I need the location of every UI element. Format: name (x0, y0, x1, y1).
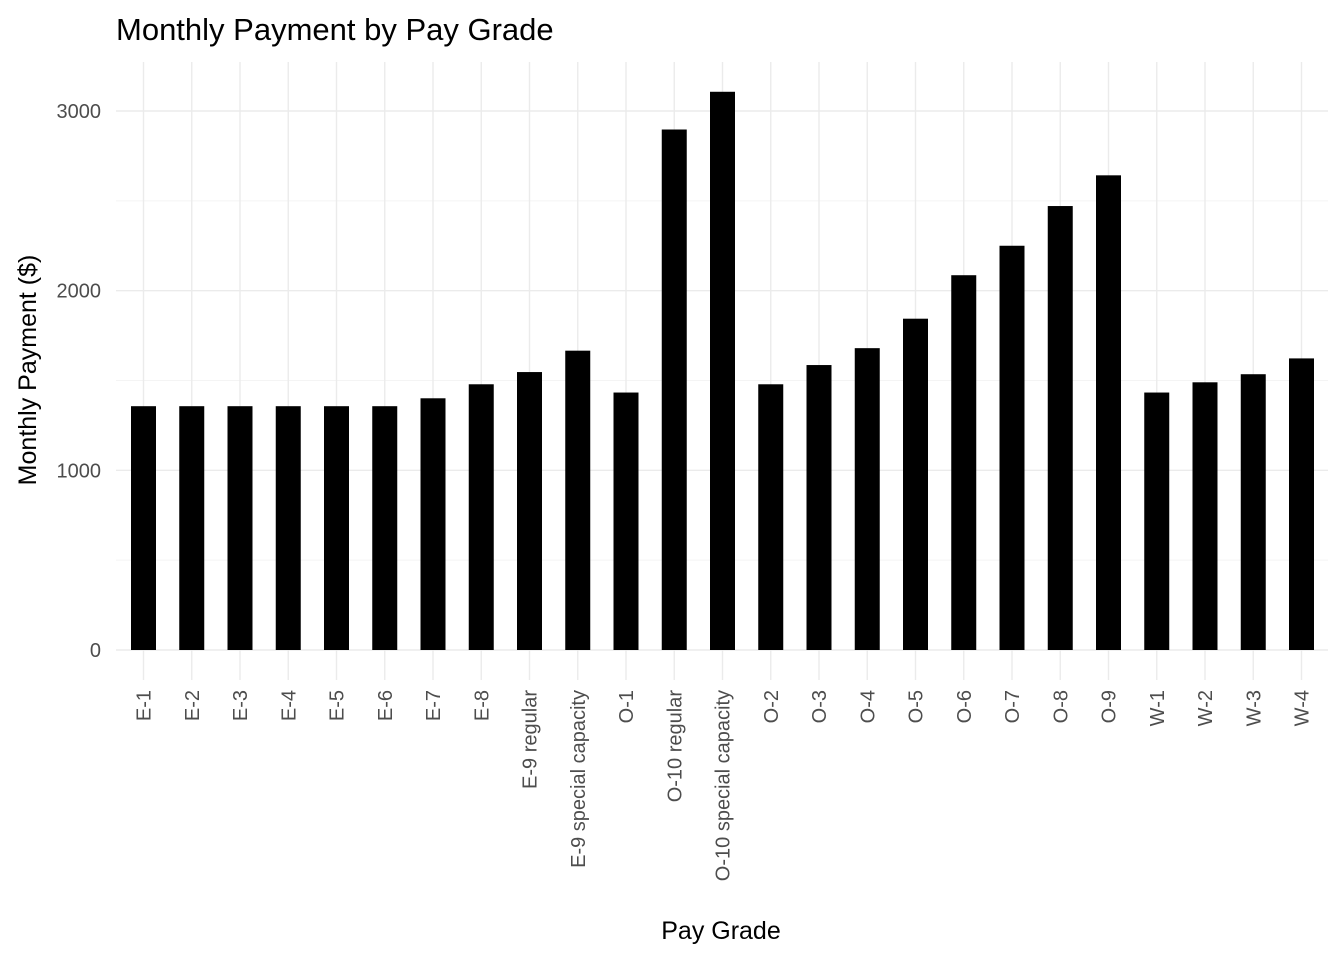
bar (1047, 206, 1073, 650)
x-tick-label: E-8 (471, 690, 493, 721)
x-tick-label: O-1 (616, 690, 638, 723)
bar (565, 350, 591, 650)
bar (1240, 374, 1266, 650)
bar (324, 406, 349, 650)
x-tick-label: O-7 (1002, 690, 1024, 723)
y-tick-label: 1000 (57, 460, 102, 482)
bar (131, 406, 156, 650)
bar (854, 348, 880, 650)
x-tick-label: E-9 regular (520, 690, 542, 789)
y-tick-label: 3000 (57, 101, 102, 123)
bar (951, 275, 977, 650)
x-tick-label: O-10 special capacity (713, 690, 735, 881)
bar (613, 392, 639, 650)
bar (1096, 175, 1121, 650)
x-tick-label: E-6 (375, 690, 397, 721)
x-tick-label: W-2 (1195, 690, 1217, 726)
bar (710, 91, 735, 651)
bar (179, 406, 205, 650)
y-axis-title: Monthly Payment ($) (14, 255, 42, 486)
chart-title: Monthly Payment by Pay Grade (116, 12, 554, 47)
x-tick-label: E-5 (327, 690, 349, 721)
x-tick-label: O-9 (1099, 690, 1121, 723)
x-tick-label: W-1 (1147, 690, 1169, 726)
x-axis-title: Pay Grade (661, 917, 781, 945)
bar (903, 318, 928, 650)
bars (131, 91, 1314, 651)
x-tick-label: W-3 (1243, 690, 1265, 726)
bar (372, 406, 398, 650)
x-tick-label: E-1 (134, 690, 156, 721)
x-tick-label: E-2 (182, 690, 204, 721)
bar (468, 384, 494, 650)
bar (661, 129, 687, 650)
bar (275, 406, 301, 650)
bar (806, 365, 832, 650)
x-axis-ticks: E-1 E-2 E-3 E-4 E-5 E-6 E-7 E-8 E-9 regular E-9 s… (134, 690, 1314, 882)
y-axis-ticks: 0 1000 2000 3000 (57, 101, 102, 662)
x-tick-label: E-7 (423, 690, 445, 721)
x-tick-label: O-3 (809, 690, 831, 723)
x-tick-label: E-4 (278, 690, 300, 721)
bar (1289, 358, 1314, 650)
bar (758, 384, 784, 650)
x-tick-label: O-8 (1050, 690, 1072, 723)
x-tick-label: W-4 (1292, 690, 1314, 726)
bar (1192, 382, 1218, 650)
bar (999, 245, 1025, 650)
bar (517, 372, 542, 650)
x-tick-label: O-6 (954, 690, 976, 723)
bar (1144, 392, 1170, 650)
x-tick-label: O-10 regular (664, 690, 686, 803)
bar (420, 398, 446, 650)
x-tick-label: O-2 (761, 690, 783, 723)
bar (227, 406, 253, 650)
x-tick-label: O-5 (906, 690, 928, 723)
x-tick-label: E-9 special capacity (568, 690, 590, 868)
x-tick-label: O-4 (857, 690, 879, 723)
y-tick-label: 0 (90, 640, 101, 662)
x-tick-label: E-3 (230, 690, 252, 721)
y-tick-label: 2000 (57, 281, 102, 303)
